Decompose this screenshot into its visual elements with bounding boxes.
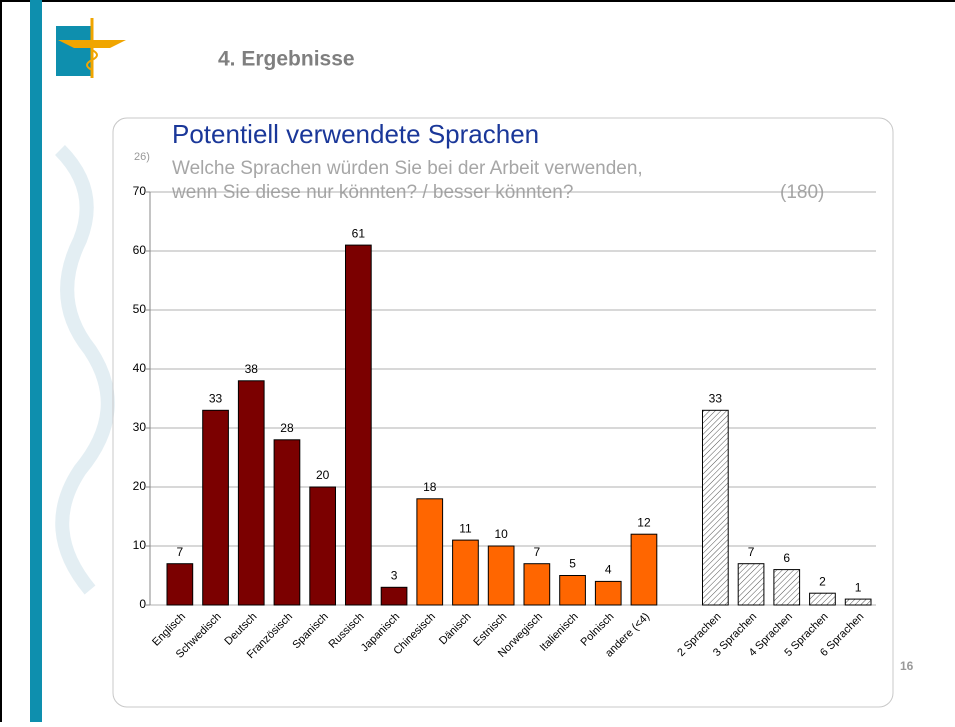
value-label: 33 [209, 391, 223, 405]
bar [738, 564, 764, 605]
logo [55, 15, 127, 78]
value-label: 7 [177, 545, 184, 559]
bar [453, 540, 479, 605]
y-tick-label: 0 [139, 597, 146, 611]
bar [345, 245, 371, 605]
bar [702, 410, 728, 605]
chart-subtitle: wenn Sie diese nur könnten? / besser kön… [171, 182, 573, 203]
question-number: 26) [134, 151, 150, 163]
y-tick-label: 10 [133, 538, 147, 552]
bar [274, 440, 300, 605]
bar [167, 564, 193, 605]
value-label: 2 [819, 574, 826, 588]
value-label: 1 [855, 580, 862, 594]
y-tick-label: 20 [133, 479, 147, 493]
value-label: 33 [709, 391, 723, 405]
bar [381, 587, 407, 605]
bar [417, 499, 443, 605]
value-label: 12 [637, 515, 651, 529]
value-label: 5 [569, 557, 576, 571]
side-bar [30, 0, 42, 722]
value-label: 4 [605, 563, 612, 577]
y-tick-label: 60 [133, 243, 147, 257]
value-label: 18 [423, 480, 437, 494]
bar [310, 487, 336, 605]
value-label: 11 [459, 521, 472, 535]
slide-title: 4. Ergebnisse [218, 48, 355, 71]
chart-title: Potentiell verwendete Sprachen [172, 119, 539, 149]
page-number: 16 [900, 659, 914, 673]
sample-size: (180) [780, 182, 824, 203]
chart-subtitle: Welche Sprachen würden Sie bei der Arbei… [172, 158, 643, 179]
value-label: 7 [748, 545, 755, 559]
value-label: 38 [245, 362, 259, 376]
value-label: 28 [280, 421, 294, 435]
bar [631, 534, 657, 605]
bar [845, 599, 871, 605]
slide: 4. Ergebnisse 26) Potentiell verwendete … [0, 0, 955, 722]
value-label: 10 [494, 527, 508, 541]
y-tick-label: 30 [133, 420, 147, 434]
y-tick-label: 40 [133, 361, 147, 375]
bar [560, 576, 586, 606]
bar [774, 570, 800, 605]
value-label: 61 [352, 226, 366, 240]
bar [203, 410, 229, 605]
bar [810, 593, 836, 605]
y-tick-label: 50 [133, 302, 147, 316]
bar [524, 564, 550, 605]
value-label: 7 [534, 545, 541, 559]
y-tick-label: 70 [133, 184, 147, 198]
value-label: 6 [783, 551, 790, 565]
value-label: 3 [391, 568, 398, 582]
value-label: 20 [316, 468, 330, 482]
bar [238, 381, 264, 605]
bar [595, 581, 621, 605]
bar [488, 546, 514, 605]
